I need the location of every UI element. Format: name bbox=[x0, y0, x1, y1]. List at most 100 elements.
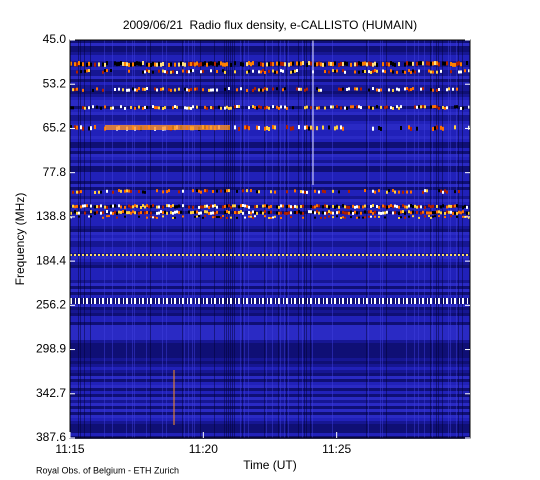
spectrum-row bbox=[70, 100, 470, 103]
spectrum-burst bbox=[126, 211, 128, 215]
spectrum-burst bbox=[108, 215, 110, 218]
spectrum-burst bbox=[286, 125, 288, 130]
spectrum-burst bbox=[456, 204, 458, 208]
spectrum-row bbox=[70, 415, 470, 418]
spectrum-row bbox=[70, 274, 470, 277]
spectrum-burst bbox=[146, 87, 148, 91]
spectrum-burst bbox=[152, 204, 154, 208]
spectrum-burst bbox=[160, 210, 162, 214]
spectrum-burst bbox=[164, 210, 166, 214]
spectrum-burst bbox=[310, 61, 312, 66]
spectrum-burst bbox=[152, 216, 154, 219]
spectrum-burst bbox=[402, 204, 404, 208]
spectrum-burst bbox=[220, 189, 222, 193]
spectrum-burst bbox=[350, 105, 352, 109]
spectrum-burst bbox=[92, 88, 94, 92]
spectrum-burst bbox=[450, 215, 452, 218]
spectrum-burst bbox=[172, 204, 174, 208]
spectrum-burst bbox=[76, 211, 78, 215]
spectrum-burst bbox=[102, 216, 104, 219]
spectrum-row bbox=[70, 154, 470, 157]
spectrum-burst bbox=[444, 106, 446, 110]
spectrum-burst bbox=[448, 210, 450, 214]
spectrum-burst bbox=[260, 210, 262, 214]
spectrum-burst bbox=[168, 88, 170, 92]
spectrum-burst bbox=[216, 205, 218, 209]
spectrum-column bbox=[194, 40, 195, 438]
spectrum-burst bbox=[228, 87, 230, 91]
spectrum-row bbox=[70, 256, 470, 259]
spectrum-burst bbox=[442, 61, 444, 66]
spectrum-row bbox=[70, 361, 470, 364]
spectrum-burst bbox=[132, 87, 134, 91]
spectrum-burst bbox=[396, 70, 398, 74]
spectrum-burst bbox=[400, 216, 402, 219]
spectrum-burst bbox=[102, 211, 104, 215]
spectrum-burst bbox=[206, 204, 208, 208]
spectrum-burst bbox=[356, 62, 358, 67]
spectrum-burst bbox=[164, 106, 166, 110]
spectrum-burst bbox=[322, 125, 324, 130]
spectrum-column bbox=[150, 40, 151, 438]
spectrum-burst bbox=[144, 205, 146, 209]
spectrum-burst bbox=[240, 62, 242, 67]
spectrum-row bbox=[70, 397, 470, 400]
spectrum-burst bbox=[288, 62, 290, 67]
spectrum-burst bbox=[170, 88, 172, 92]
spectrum-burst bbox=[312, 205, 314, 209]
spectrum-burst bbox=[146, 204, 148, 208]
spectrum-row bbox=[70, 259, 470, 262]
spectrum-row bbox=[70, 223, 470, 226]
spectrum-burst bbox=[74, 125, 76, 130]
spectrum-burst bbox=[378, 215, 380, 218]
spectrum-burst bbox=[356, 216, 358, 219]
spectrum-burst bbox=[340, 106, 342, 110]
spectrum-burst bbox=[112, 106, 114, 110]
spectrum-burst bbox=[458, 61, 460, 66]
spectrum-burst bbox=[272, 62, 274, 67]
spectrum-burst bbox=[264, 106, 266, 110]
spectrum-row bbox=[70, 391, 470, 394]
spectrum-row bbox=[70, 334, 470, 337]
spectrum-row bbox=[70, 286, 470, 289]
spectrum-burst bbox=[228, 204, 230, 208]
spectrum-burst bbox=[192, 210, 194, 214]
spectrum-burst bbox=[372, 211, 374, 215]
spectrum-burst bbox=[272, 125, 274, 130]
spectrum-burst bbox=[126, 62, 128, 67]
spectrum-column bbox=[456, 40, 457, 438]
spectrum-burst bbox=[132, 62, 134, 67]
spectrum-burst bbox=[188, 70, 190, 74]
spectrum-burst bbox=[328, 70, 330, 74]
spectrum-burst bbox=[310, 125, 312, 130]
spectrum-burst bbox=[430, 61, 432, 66]
spectrum-burst bbox=[114, 204, 116, 208]
spectrum-burst bbox=[262, 88, 264, 92]
spectrum-burst bbox=[410, 211, 412, 215]
spectrum-burst bbox=[374, 190, 376, 194]
spectrum-burst bbox=[182, 189, 184, 193]
spectrum-burst bbox=[204, 204, 206, 208]
spectrum-burst bbox=[444, 189, 446, 193]
spectrum-burst bbox=[112, 204, 114, 208]
spectrum-row bbox=[70, 352, 470, 355]
spectrum-burst bbox=[406, 190, 408, 194]
spectrum-burst bbox=[194, 210, 196, 214]
spectrum-burst bbox=[280, 105, 282, 109]
spectrum-column bbox=[278, 40, 279, 438]
spectrum-burst bbox=[284, 87, 286, 91]
spectrum-burst bbox=[190, 211, 192, 215]
spectrum-burst bbox=[162, 87, 164, 91]
spectrum-burst bbox=[452, 62, 454, 67]
spectrum-burst bbox=[374, 61, 376, 66]
spectrum-burst bbox=[154, 106, 156, 110]
spectrum-burst bbox=[358, 70, 360, 74]
spectrum-column bbox=[200, 40, 201, 438]
y-tick-label: 53.2 bbox=[43, 76, 67, 90]
spectrum-burst bbox=[160, 87, 162, 91]
spectrum-burst bbox=[190, 87, 192, 91]
spectrum-burst bbox=[336, 105, 338, 109]
spectrum-burst bbox=[260, 70, 262, 74]
spectrum-burst bbox=[258, 88, 260, 92]
spectrum-burst bbox=[222, 205, 224, 209]
